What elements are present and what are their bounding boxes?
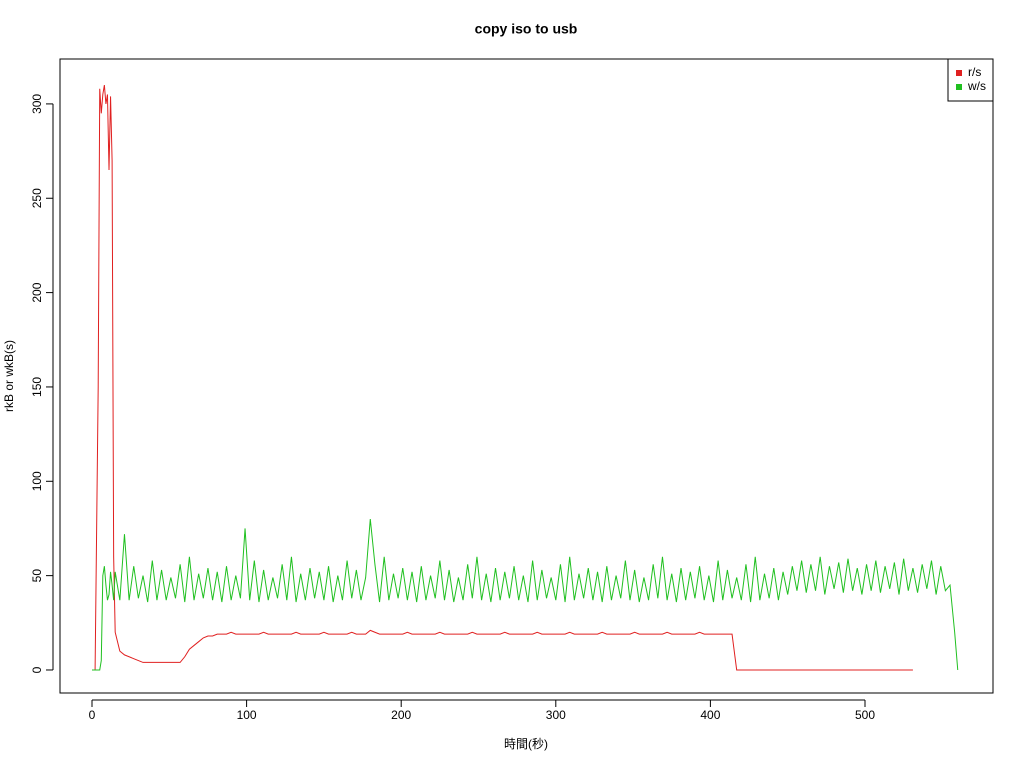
y-tick-label: 200 [30,282,44,302]
data-line [92,84,913,671]
y-tick-label: 50 [30,569,44,583]
y-tick-label: 0 [30,666,44,673]
x-tick-label: 0 [89,708,96,722]
legend-label: w/s [967,79,986,93]
y-tick-label: 100 [30,471,44,491]
x-tick-label: 300 [546,708,566,722]
x-tick-label: 500 [855,708,875,722]
y-tick-label: 250 [30,188,44,208]
legend-swatch [956,84,962,90]
plot-frame [59,58,994,694]
chart-title: copy iso to usb [475,21,578,37]
x-tick-label: 400 [700,708,720,722]
legend-swatch [956,70,962,76]
legend-label: r/s [968,65,981,79]
y-tick-label: 150 [30,377,44,397]
x-axis-label: 時間(秒) [504,737,548,751]
x-tick-label: 200 [391,708,411,722]
y-axis-label: rkB or wkB(s) [2,340,16,412]
data-line [92,518,959,671]
x-tick-label: 100 [237,708,257,722]
y-tick-label: 300 [30,94,44,114]
legend-box [947,58,994,102]
